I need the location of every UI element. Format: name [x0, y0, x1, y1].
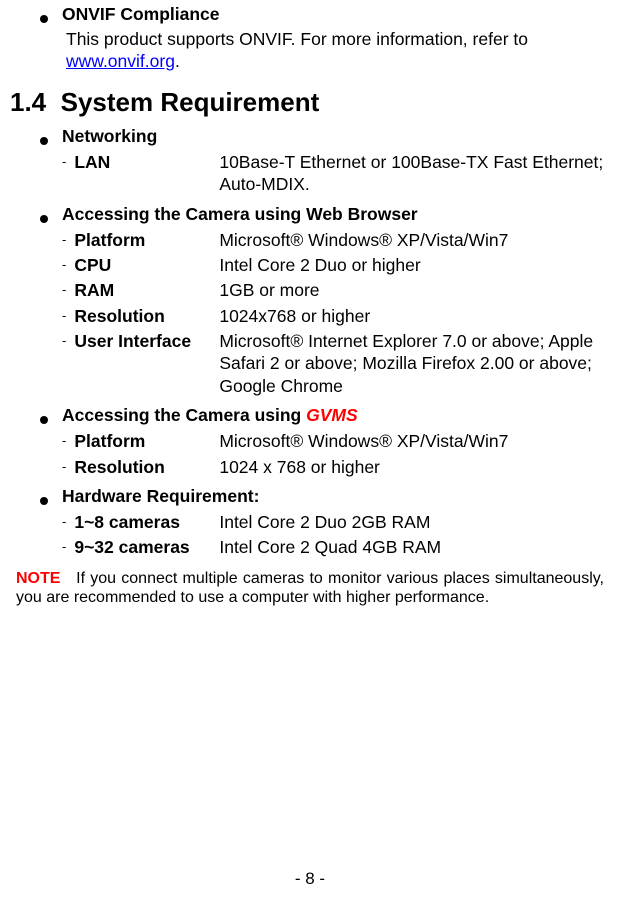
bullet-icon	[40, 416, 48, 424]
spec-label: RAM	[74, 279, 219, 301]
spec-row: - LAN 10Base-T Ethernet or 100Base-TX Fa…	[62, 151, 610, 196]
dash-icon: -	[62, 433, 66, 455]
spec-row: - Platform Microsoft® Windows® XP/Vista/…	[62, 430, 610, 452]
dash-icon: -	[62, 333, 66, 400]
spec-row: - Platform Microsoft® Windows® XP/Vista/…	[62, 229, 610, 251]
spec-label: Platform	[74, 430, 219, 452]
spec-row: - Resolution 1024x768 or higher	[62, 305, 610, 327]
bullet-webbrowser: Accessing the Camera using Web Browser	[40, 204, 610, 225]
dash-icon: -	[62, 459, 66, 481]
spec-label: CPU	[74, 254, 219, 276]
spec-value: 1024 x 768 or higher	[219, 456, 610, 478]
bullet-icon	[40, 15, 48, 23]
spec-value: 1GB or more	[219, 279, 610, 301]
spec-row: - Resolution 1024 x 768 or higher	[62, 456, 610, 478]
spec-row: - CPU Intel Core 2 Duo or higher	[62, 254, 610, 276]
spec-value: Microsoft® Internet Explorer 7.0 or abov…	[219, 330, 610, 397]
spec-row: - RAM 1GB or more	[62, 279, 610, 301]
dash-icon: -	[62, 257, 66, 279]
spec-label: 1~8 cameras	[74, 511, 219, 533]
spec-label: Platform	[74, 229, 219, 251]
onvif-body: This product supports ONVIF. For more in…	[66, 29, 604, 73]
spec-row: - 1~8 cameras Intel Core 2 Duo 2GB RAM	[62, 511, 610, 533]
spec-value: Microsoft® Windows® XP/Vista/Win7	[219, 229, 610, 251]
note-text: If you connect multiple cameras to monit…	[16, 570, 604, 607]
bullet-icon	[40, 215, 48, 223]
spec-label: Resolution	[74, 305, 219, 327]
dash-icon: -	[62, 514, 66, 536]
spec-label: 9~32 cameras	[74, 536, 219, 558]
hardware-title: Hardware Requirement:	[62, 486, 259, 507]
bullet-icon	[40, 497, 48, 505]
onvif-text-before: This product supports ONVIF. For more in…	[66, 29, 528, 49]
gvms-brand: GVMS	[306, 405, 358, 425]
heading-number: 1.4	[10, 87, 46, 117]
spec-value: Intel Core 2 Duo 2GB RAM	[219, 511, 610, 533]
bullet-hardware: Hardware Requirement:	[40, 486, 610, 507]
note-block: NOTE If you connect multiple cameras to …	[16, 569, 604, 608]
spec-label: LAN	[74, 151, 219, 196]
page-number: - 8 -	[0, 869, 620, 889]
networking-title: Networking	[62, 126, 157, 147]
page: ONVIF Compliance This product supports O…	[0, 0, 620, 909]
bullet-onvif: ONVIF Compliance	[40, 4, 610, 25]
spec-value: 1024x768 or higher	[219, 305, 610, 327]
bullet-icon	[40, 137, 48, 145]
spec-value: 10Base-T Ethernet or 100Base-TX Fast Eth…	[219, 151, 610, 196]
onvif-text-after: .	[175, 51, 180, 71]
heading-sysreq: 1.4 System Requirement	[10, 87, 610, 118]
gvms-title-before: Accessing the Camera using	[62, 405, 306, 425]
dash-icon: -	[62, 232, 66, 254]
spec-value: Microsoft® Windows® XP/Vista/Win7	[219, 430, 610, 452]
bullet-networking: Networking	[40, 126, 610, 147]
dash-icon: -	[62, 539, 66, 561]
spec-label: User Interface	[74, 330, 219, 397]
onvif-link[interactable]: www.onvif.org	[66, 51, 175, 71]
spec-row: - User Interface Microsoft® Internet Exp…	[62, 330, 610, 397]
gvms-title: Accessing the Camera using GVMS	[62, 405, 358, 426]
webbrowser-title: Accessing the Camera using Web Browser	[62, 204, 418, 225]
note-label: NOTE	[16, 570, 60, 587]
dash-icon: -	[62, 308, 66, 330]
bullet-gvms: Accessing the Camera using GVMS	[40, 405, 610, 426]
spec-label: Resolution	[74, 456, 219, 478]
spec-value: Intel Core 2 Duo or higher	[219, 254, 610, 276]
heading-title: System Requirement	[61, 87, 320, 117]
spec-value: Intel Core 2 Quad 4GB RAM	[219, 536, 610, 558]
spec-row: - 9~32 cameras Intel Core 2 Quad 4GB RAM	[62, 536, 610, 558]
onvif-title: ONVIF Compliance	[62, 4, 220, 25]
dash-icon: -	[62, 282, 66, 304]
dash-icon: -	[62, 154, 66, 199]
